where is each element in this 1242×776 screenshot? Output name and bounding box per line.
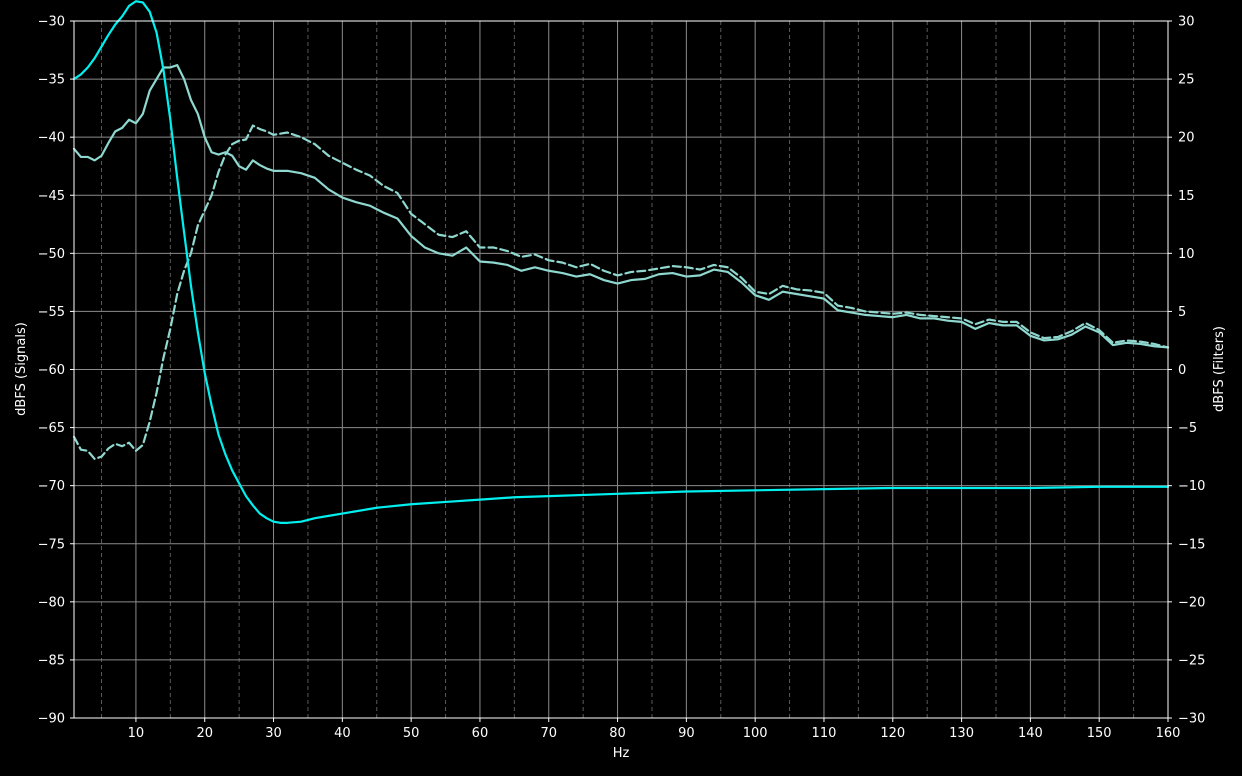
- y-right-tick-label: 0: [1178, 363, 1186, 378]
- x-tick-label: 70: [540, 726, 557, 741]
- y-right-tick-label: 15: [1178, 189, 1195, 204]
- y-left-tick-label: −50: [38, 247, 65, 262]
- y-left-tick-label: −85: [38, 653, 65, 668]
- x-tick-label: 140: [1018, 726, 1043, 741]
- x-tick-label: 130: [949, 726, 974, 741]
- y-left-tick-label: −35: [38, 73, 65, 88]
- x-tick-label: 90: [678, 726, 695, 741]
- x-tick-label: 80: [609, 726, 626, 741]
- y-right-tick-label: −25: [1178, 653, 1205, 668]
- x-tick-label: 100: [743, 726, 768, 741]
- y-right-tick-label: −5: [1178, 421, 1197, 436]
- x-tick-label: 20: [196, 726, 213, 741]
- y-right-tick-label: 5: [1178, 305, 1186, 320]
- y-left-tick-label: −30: [38, 15, 65, 30]
- y-right-tick-label: −10: [1178, 479, 1205, 494]
- x-axis-label: Hz: [613, 746, 630, 761]
- x-tick-label: 160: [1156, 726, 1181, 741]
- y-left-tick-label: −75: [38, 537, 65, 552]
- y-right-tick-label: 10: [1178, 247, 1195, 262]
- y-right-tick-label: −30: [1178, 712, 1205, 727]
- y-left-axis-label: dBFS (Signals): [14, 322, 29, 416]
- y-right-axis-label: dBFS (Filters): [1212, 326, 1227, 412]
- x-tick-label: 120: [880, 726, 905, 741]
- y-left-tick-label: −65: [38, 421, 65, 436]
- y-left-tick-label: −90: [38, 712, 65, 727]
- x-tick-label: 30: [265, 726, 282, 741]
- x-tick-label: 150: [1087, 726, 1112, 741]
- x-tick-label: 50: [403, 726, 420, 741]
- y-right-tick-label: 20: [1178, 131, 1195, 146]
- y-right-tick-label: 30: [1178, 15, 1195, 30]
- x-tick-label: 40: [334, 726, 351, 741]
- y-left-tick-label: −55: [38, 305, 65, 320]
- y-left-tick-label: −80: [38, 595, 65, 610]
- y-left-tick-label: −40: [38, 131, 65, 146]
- y-right-tick-label: −20: [1178, 595, 1205, 610]
- y-left-tick-label: −45: [38, 189, 65, 204]
- y-right-tick-label: 25: [1178, 73, 1195, 88]
- x-tick-label: 60: [472, 726, 489, 741]
- y-right-tick-label: −15: [1178, 537, 1205, 552]
- y-left-tick-label: −70: [38, 479, 65, 494]
- y-left-tick-label: −60: [38, 363, 65, 378]
- x-tick-label: 10: [128, 726, 145, 741]
- x-tick-label: 110: [812, 726, 837, 741]
